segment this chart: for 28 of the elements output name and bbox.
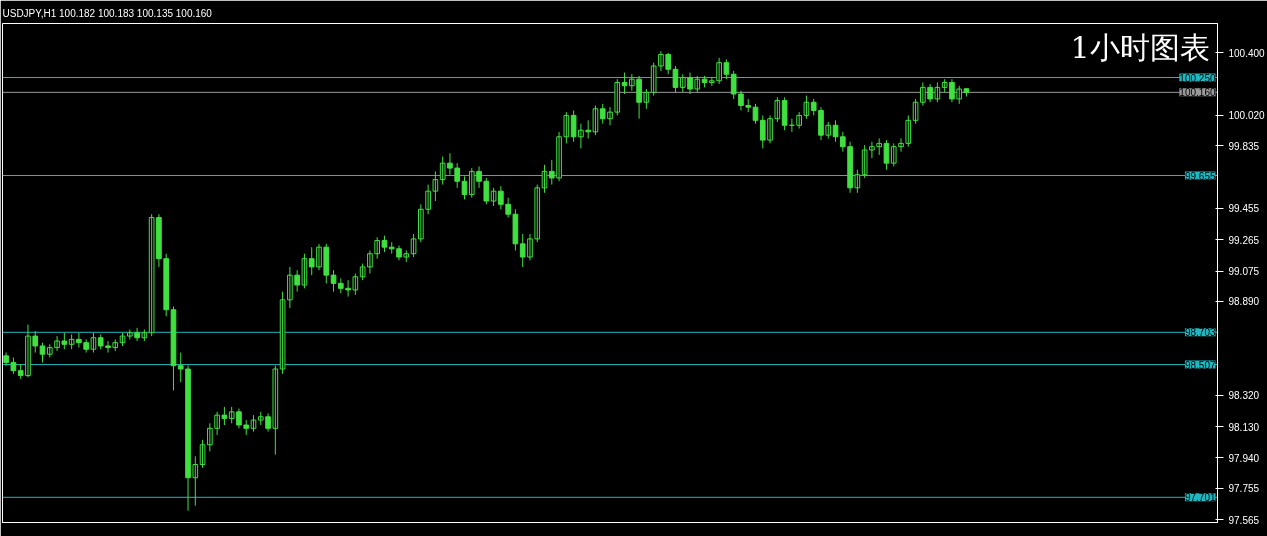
y-tick-label: 97.940 <box>1228 452 1260 464</box>
candlestick <box>199 439 206 469</box>
candlestick <box>781 96 788 131</box>
y-tick-label: 97.755 <box>1228 483 1260 495</box>
y-tick-label: 99.075 <box>1228 266 1260 278</box>
y-tick-label: 98.320 <box>1228 390 1260 402</box>
candlestick <box>330 269 337 293</box>
candlestick <box>432 170 439 202</box>
candlestick <box>614 78 621 116</box>
y-tick-label: 100.400 <box>1228 47 1266 59</box>
y-tick-label: 98.890 <box>1228 296 1260 308</box>
candlestick <box>177 352 184 383</box>
y-tick-label: 99.265 <box>1228 234 1260 246</box>
annotation: 1小时图表 <box>1070 29 1210 65</box>
ref-line-label: 97.701 <box>1184 492 1216 504</box>
ref-line-label: 98.507 <box>1184 359 1216 371</box>
ref-line-label: 100.160 <box>1179 87 1216 99</box>
chart-title: USDJPY,H1 100.182 100.183 100.135 100.160 <box>2 7 213 19</box>
candlestick <box>796 111 802 130</box>
candlestick <box>243 419 250 436</box>
ref-line-label: 98.703 <box>1184 327 1216 339</box>
y-tick-label: 97.565 <box>1228 514 1260 526</box>
y-tick-label: 100.020 <box>1228 110 1266 122</box>
y-tick-label: 99.455 <box>1228 203 1260 215</box>
y-tick-label: 99.835 <box>1228 140 1260 152</box>
y-tick-label: 98.130 <box>1228 421 1260 433</box>
ref-line-label: 99.655 <box>1184 170 1216 182</box>
ref-line-label: 100.250 <box>1179 72 1216 84</box>
